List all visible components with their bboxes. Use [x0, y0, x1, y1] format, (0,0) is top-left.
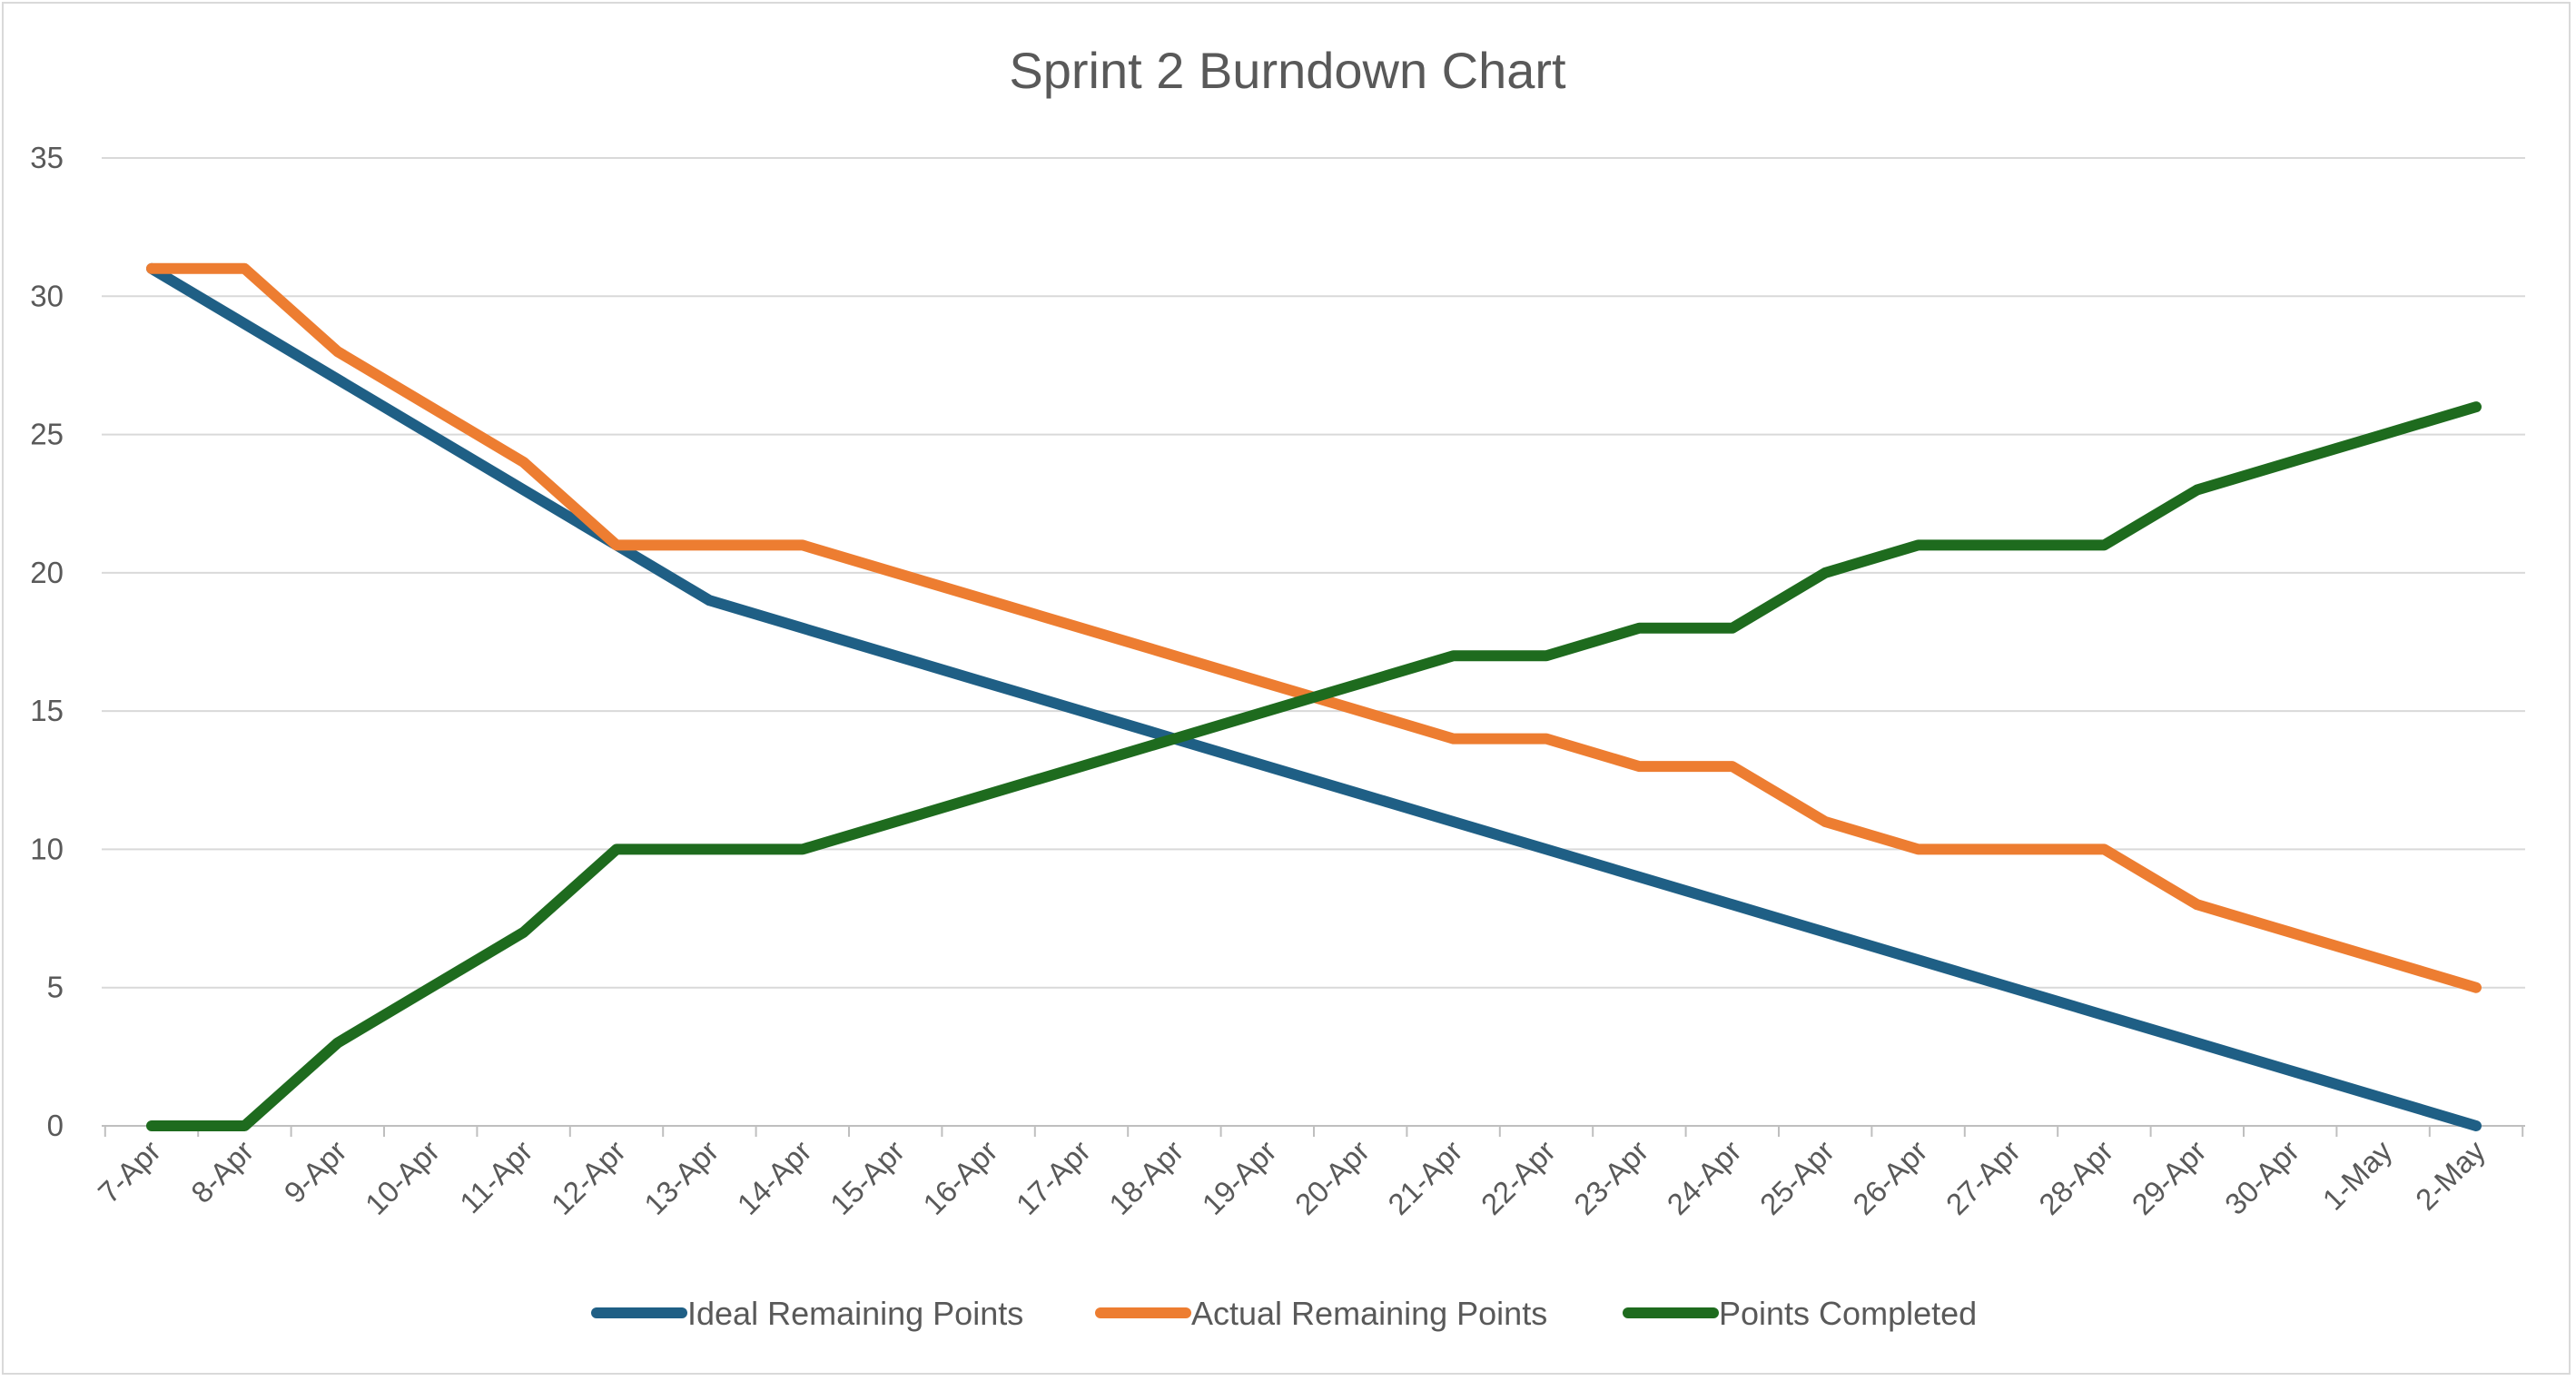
x-tick-label: 23-Apr — [1567, 1134, 1654, 1221]
x-tick-label: 26-Apr — [1846, 1134, 1933, 1221]
x-axis-ticks: 7-Apr 8-Apr 9-Apr 10-Apr 11-Apr 12-Apr 13-Apr 1… — [92, 1133, 2492, 1221]
y-tick-label: 20 — [30, 556, 64, 589]
y-tick-label: 15 — [30, 694, 64, 727]
x-tick-label: 10-Apr — [359, 1134, 446, 1221]
x-tick-label: 29-Apr — [2126, 1134, 2213, 1221]
x-tick-label: 14-Apr — [731, 1134, 818, 1221]
x-tick-label: 9-Apr — [278, 1134, 353, 1209]
legend-label: Actual Remaining Points — [1191, 1295, 1547, 1332]
x-tick-label: 20-Apr — [1288, 1134, 1376, 1221]
x-tick-label: 18-Apr — [1102, 1134, 1189, 1221]
x-tick-label: 2-May — [2409, 1133, 2492, 1216]
series-line-1 — [146, 262, 2482, 1131]
y-tick-label: 35 — [30, 141, 64, 174]
x-tick-label: 27-Apr — [1939, 1134, 2027, 1221]
x-tick-label: 22-Apr — [1475, 1134, 1562, 1221]
x-tick-label: 30-Apr — [2218, 1134, 2305, 1221]
y-tick-label: 30 — [30, 279, 64, 312]
legend: Ideal Remaining Points Actual Remaining P… — [591, 1295, 1977, 1332]
series-line-3 — [146, 401, 2482, 1131]
x-tick-label: 13-Apr — [637, 1134, 725, 1221]
x-tick-label: 17-Apr — [1010, 1134, 1097, 1221]
y-tick-label: 25 — [30, 418, 64, 451]
series-line-2 — [146, 262, 2482, 993]
x-tick-label: 24-Apr — [1661, 1134, 1748, 1221]
y-tick-label: 0 — [47, 1109, 64, 1142]
chart-title: Sprint 2 Burndown Chart — [1009, 42, 1566, 99]
x-tick-label: 28-Apr — [2032, 1134, 2119, 1221]
x-tick-label: 19-Apr — [1196, 1134, 1283, 1221]
series-lines — [146, 262, 2482, 1131]
x-tick-label: 21-Apr — [1381, 1134, 1468, 1221]
gridlines — [102, 157, 2525, 989]
x-tick-label: 16-Apr — [916, 1134, 1003, 1221]
legend-label: Points Completed — [1719, 1295, 1977, 1332]
x-axis — [102, 1125, 2525, 1137]
x-tick-label: 8-Apr — [184, 1134, 260, 1209]
x-tick-label: 25-Apr — [1753, 1134, 1841, 1221]
x-tick-label: 7-Apr — [92, 1134, 167, 1209]
x-tick-label: 12-Apr — [545, 1134, 632, 1221]
legend-label: Ideal Remaining Points — [687, 1295, 1023, 1332]
y-tick-label: 5 — [47, 971, 64, 1004]
y-axis-ticks: 0 5 10 15 20 25 30 35 — [30, 141, 64, 1142]
x-tick-label: 11-Apr — [453, 1134, 538, 1219]
y-tick-label: 10 — [30, 832, 64, 865]
x-tick-label: 1-May — [2316, 1133, 2399, 1216]
x-tick-label: 15-Apr — [824, 1134, 911, 1221]
